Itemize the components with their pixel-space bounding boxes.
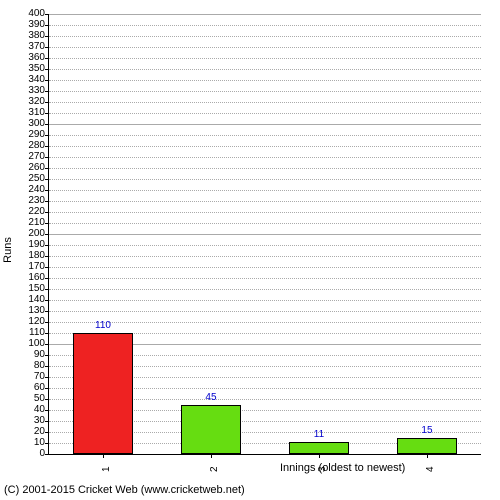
gridline — [49, 25, 481, 26]
y-tick-label: 230 — [28, 196, 49, 206]
y-tick-label: 350 — [28, 64, 49, 74]
gridline — [49, 223, 481, 224]
y-tick-label: 380 — [28, 31, 49, 41]
gridline — [49, 278, 481, 279]
y-tick-label: 370 — [28, 42, 49, 52]
x-tick-mark — [319, 454, 320, 458]
y-tick-label: 80 — [34, 361, 49, 371]
y-tick-label: 220 — [28, 207, 49, 217]
y-tick-label: 180 — [28, 251, 49, 261]
y-tick-label: 320 — [28, 97, 49, 107]
gridline — [49, 47, 481, 48]
bar: 11 — [289, 442, 348, 454]
bar: 110 — [73, 333, 132, 454]
gridline — [49, 14, 481, 15]
gridline — [49, 267, 481, 268]
y-axis-label: Runs — [2, 237, 14, 263]
y-tick-label: 240 — [28, 185, 49, 195]
gridline — [49, 124, 481, 125]
y-tick-label: 140 — [28, 295, 49, 305]
y-tick-label: 400 — [28, 9, 49, 19]
gridline — [49, 190, 481, 191]
gridline — [49, 135, 481, 136]
y-tick-label: 310 — [28, 108, 49, 118]
y-tick-label: 200 — [28, 229, 49, 239]
y-tick-label: 330 — [28, 86, 49, 96]
x-category-label: 4 — [425, 466, 436, 472]
y-tick-label: 20 — [34, 427, 49, 437]
gridline — [49, 289, 481, 290]
bar-value-label: 15 — [421, 425, 432, 436]
y-tick-label: 160 — [28, 273, 49, 283]
gridline — [49, 102, 481, 103]
gridline — [49, 80, 481, 81]
gridline — [49, 300, 481, 301]
x-tick-mark — [427, 454, 428, 458]
gridline — [49, 91, 481, 92]
gridline — [49, 212, 481, 213]
y-tick-label: 40 — [34, 405, 49, 415]
gridline — [49, 201, 481, 202]
gridline — [49, 311, 481, 312]
bar-value-label: 45 — [205, 392, 216, 403]
gridline — [49, 168, 481, 169]
y-tick-label: 70 — [34, 372, 49, 382]
plot-area: 0102030405060708090100110120130140150160… — [48, 14, 481, 455]
y-tick-label: 300 — [28, 119, 49, 129]
x-axis-label: Innings (oldest to newest) — [280, 462, 405, 474]
x-tick-mark — [211, 454, 212, 458]
y-tick-label: 110 — [29, 328, 49, 338]
y-tick-label: 190 — [28, 240, 49, 250]
x-category-label: 1 — [101, 466, 112, 472]
y-tick-label: 250 — [28, 174, 49, 184]
gridline — [49, 322, 481, 323]
x-tick-mark — [103, 454, 104, 458]
bar: 15 — [397, 438, 456, 455]
y-tick-label: 0 — [39, 449, 49, 459]
y-tick-label: 130 — [28, 306, 49, 316]
y-tick-label: 10 — [34, 438, 49, 448]
y-tick-label: 90 — [34, 350, 49, 360]
gridline — [49, 234, 481, 235]
y-tick-label: 210 — [28, 218, 49, 228]
gridline — [49, 179, 481, 180]
y-tick-label: 390 — [28, 20, 49, 30]
y-tick-label: 360 — [28, 53, 49, 63]
y-tick-label: 270 — [28, 152, 49, 162]
y-tick-label: 280 — [28, 141, 49, 151]
y-tick-label: 290 — [28, 130, 49, 140]
bar-value-label: 110 — [95, 320, 111, 331]
gridline — [49, 245, 481, 246]
y-tick-label: 50 — [34, 394, 49, 404]
y-tick-label: 120 — [28, 317, 49, 327]
y-tick-label: 100 — [28, 339, 49, 349]
copyright-text: (C) 2001-2015 Cricket Web (www.cricketwe… — [4, 484, 245, 496]
y-tick-label: 30 — [34, 416, 49, 426]
gridline — [49, 146, 481, 147]
chart-container: Runs 01020304050607080901001101201301401… — [0, 0, 500, 500]
y-tick-label: 150 — [28, 284, 49, 294]
x-category-label: 2 — [209, 466, 220, 472]
y-tick-label: 170 — [28, 262, 49, 272]
y-tick-label: 260 — [28, 163, 49, 173]
gridline — [49, 69, 481, 70]
gridline — [49, 113, 481, 114]
bar-value-label: 11 — [314, 429, 324, 440]
gridline — [49, 256, 481, 257]
bar: 45 — [181, 405, 240, 455]
gridline — [49, 157, 481, 158]
y-tick-label: 340 — [28, 75, 49, 85]
y-tick-label: 60 — [34, 383, 49, 393]
gridline — [49, 36, 481, 37]
gridline — [49, 58, 481, 59]
